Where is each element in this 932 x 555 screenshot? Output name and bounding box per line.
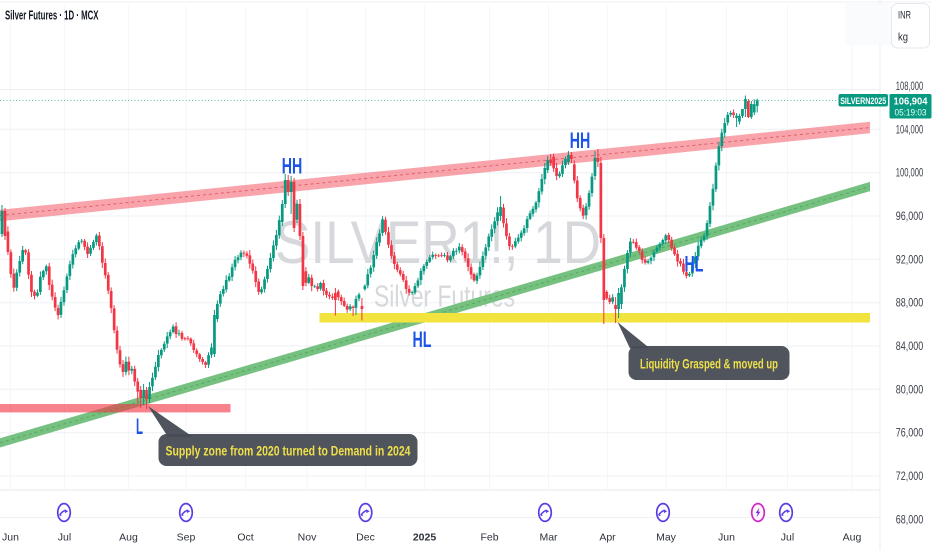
svg-text:Sep: Sep: [177, 532, 196, 544]
svg-text:92,000: 92,000: [896, 252, 924, 266]
svg-text:HL: HL: [413, 327, 432, 352]
svg-text:Dec: Dec: [356, 532, 375, 544]
svg-text:Silver Futures · 1D · MCX: Silver Futures · 1D · MCX: [5, 9, 99, 23]
svg-text:72,000: 72,000: [896, 469, 924, 483]
svg-text:80,000: 80,000: [896, 382, 924, 396]
svg-text:Nov: Nov: [298, 532, 317, 544]
svg-text:HL: HL: [685, 252, 704, 277]
svg-text:104,000: 104,000: [896, 122, 924, 136]
svg-text:106,904: 106,904: [894, 96, 928, 108]
svg-text:Jun: Jun: [718, 532, 735, 544]
svg-text:HH: HH: [282, 154, 303, 179]
svg-text:Feb: Feb: [480, 532, 498, 544]
svg-text:96,000: 96,000: [896, 209, 924, 223]
svg-text:108,000: 108,000: [896, 79, 924, 93]
svg-text:SILVER1!, 1D: SILVER1!, 1D: [275, 209, 601, 276]
svg-text:Jun: Jun: [2, 532, 19, 544]
svg-text:Aug: Aug: [843, 532, 862, 544]
svg-text:Liquidity Grasped & moved up: Liquidity Grasped & moved up: [640, 357, 778, 372]
svg-text:kg: kg: [898, 32, 908, 44]
svg-text:Jul: Jul: [58, 532, 71, 544]
svg-text:2025: 2025: [413, 532, 437, 544]
svg-text:HH: HH: [570, 128, 591, 153]
svg-text:76,000: 76,000: [896, 426, 924, 440]
svg-text:SILVERN2025: SILVERN2025: [840, 96, 887, 107]
svg-text:Mar: Mar: [539, 532, 558, 544]
svg-text:Aug: Aug: [119, 532, 138, 544]
svg-text:Jul: Jul: [781, 532, 794, 544]
svg-text:L: L: [136, 414, 143, 439]
svg-text:100,000: 100,000: [896, 166, 924, 180]
svg-text:Oct: Oct: [237, 532, 253, 544]
svg-text:88,000: 88,000: [896, 296, 924, 310]
svg-text:INR: INR: [898, 10, 911, 22]
svg-text:Supply zone from 2020 turned t: Supply zone from 2020 turned to Demand i…: [166, 444, 411, 459]
svg-text:Apr: Apr: [599, 532, 616, 544]
svg-text:68,000: 68,000: [896, 512, 924, 526]
svg-text:84,000: 84,000: [896, 339, 924, 353]
svg-text:05:19:03: 05:19:03: [895, 108, 927, 118]
svg-text:May: May: [656, 532, 677, 544]
